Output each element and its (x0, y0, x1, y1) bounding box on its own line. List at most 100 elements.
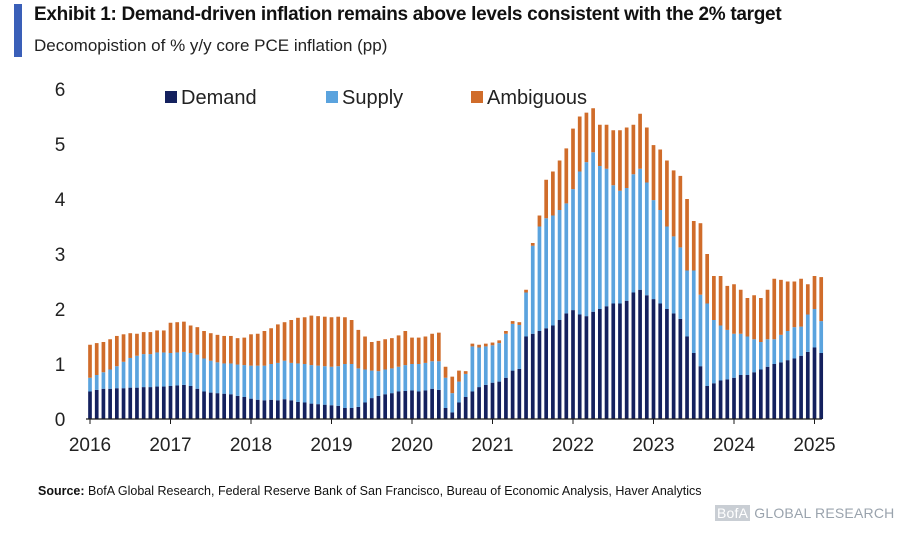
bar-supply-26 (262, 365, 267, 401)
bar-demand-19 (215, 393, 220, 419)
bar-ambiguous-57 (470, 343, 475, 347)
bar-ambiguous-49 (416, 337, 421, 364)
bar-ambiguous-32 (302, 317, 307, 364)
bar-ambiguous-26 (262, 331, 267, 366)
y-tick-label: 6 (55, 80, 66, 101)
bar-demand-20 (222, 393, 227, 419)
bar-supply-61 (497, 343, 502, 382)
x-tick-label: 2018 (230, 435, 272, 456)
x-tick-label: 2022 (552, 435, 594, 456)
bar-ambiguous-67 (537, 215, 542, 227)
bar-ambiguous-63 (510, 321, 515, 324)
bar-demand-90 (691, 353, 696, 419)
bar-supply-5 (121, 361, 126, 389)
bar-ambiguous-52 (436, 332, 441, 362)
bar-demand-100 (758, 369, 763, 419)
bar-supply-2 (101, 372, 106, 389)
bar-demand-30 (289, 400, 294, 419)
bar-supply-22 (235, 364, 240, 396)
bar-supply-17 (202, 358, 206, 392)
bar-ambiguous-104 (785, 281, 790, 331)
bar-demand-79 (618, 303, 622, 419)
bar-ambiguous-44 (383, 339, 388, 370)
bar-demand-96 (732, 377, 736, 419)
bar-supply-43 (376, 371, 381, 396)
bar-demand-40 (356, 406, 361, 419)
bar-ambiguous-86 (665, 160, 669, 227)
x-ticks-layer: 2016 2017 2018 2019 2020 2021 2022 2023 2024 2025 (69, 419, 836, 456)
bar-demand-53 (443, 408, 448, 419)
bar-demand-10 (155, 386, 159, 419)
bar-ambiguous-50 (423, 336, 428, 363)
bar-ambiguous-9 (148, 332, 153, 355)
bar-supply-94 (718, 325, 723, 381)
legend-label-ambiguous: Ambiguous (487, 87, 587, 109)
bar-demand-21 (229, 394, 233, 419)
legend-label-supply: Supply (342, 87, 403, 109)
bar-demand-11 (161, 386, 166, 419)
bar-demand-2 (101, 388, 106, 419)
bar-ambiguous-61 (497, 340, 502, 344)
bar-supply-35 (322, 366, 327, 405)
bar-demand-37 (336, 405, 341, 419)
bar-supply-51 (430, 361, 434, 389)
bar-supply-45 (390, 368, 394, 394)
bar-supply-33 (309, 365, 314, 404)
bar-ambiguous-74 (584, 112, 589, 163)
bar-supply-23 (242, 365, 247, 397)
y-tick-label: 5 (55, 135, 66, 156)
bar-ambiguous-35 (322, 316, 327, 367)
bar-ambiguous-97 (738, 289, 743, 334)
bar-supply-56 (463, 373, 468, 397)
bar-demand-45 (390, 393, 394, 419)
bar-ambiguous-11 (161, 330, 166, 353)
bar-ambiguous-13 (175, 322, 180, 353)
bar-ambiguous-23 (242, 337, 247, 366)
bar-ambiguous-27 (269, 328, 273, 364)
bar-supply-97 (738, 333, 743, 375)
bar-demand-48 (410, 390, 414, 419)
bar-demand-26 (262, 400, 267, 419)
bar-ambiguous-1 (94, 343, 99, 375)
source-label: Source: (38, 484, 85, 498)
bar-supply-71 (564, 203, 569, 314)
bar-ambiguous-22 (235, 338, 240, 365)
bar-supply-49 (416, 364, 421, 392)
bar-supply-38 (343, 364, 347, 408)
bar-ambiguous-96 (732, 284, 736, 334)
bar-ambiguous-42 (369, 342, 374, 371)
bar-demand-105 (792, 358, 797, 419)
bar-ambiguous-25 (255, 333, 260, 366)
bar-demand-29 (282, 399, 287, 419)
bar-supply-83 (644, 182, 649, 296)
bar-demand-35 (322, 404, 327, 419)
bar-ambiguous-30 (289, 320, 294, 363)
bar-demand-9 (148, 387, 153, 419)
bar-ambiguous-40 (356, 329, 361, 369)
bar-demand-55 (457, 402, 461, 419)
bar-supply-79 (618, 190, 622, 304)
bar-ambiguous-72 (571, 128, 575, 190)
bar-supply-27 (269, 364, 273, 400)
bar-ambiguous-59 (483, 343, 488, 347)
bar-ambiguous-14 (182, 321, 186, 352)
bar-demand-66 (530, 333, 535, 419)
x-tick-label: 2020 (391, 435, 433, 456)
bar-supply-24 (249, 365, 253, 399)
bar-supply-87 (671, 236, 676, 314)
bar-demand-108 (812, 347, 817, 419)
bar-ambiguous-29 (282, 322, 287, 361)
bar-supply-14 (182, 351, 186, 385)
bar-ambiguous-91 (698, 223, 703, 295)
bar-supply-66 (530, 245, 535, 334)
bar-demand-91 (698, 366, 703, 419)
bar-demand-56 (463, 397, 468, 419)
bar-demand-13 (175, 385, 180, 419)
bar-supply-64 (517, 324, 522, 369)
bar-supply-81 (631, 174, 636, 293)
bar-demand-57 (470, 391, 475, 419)
bar-ambiguous-19 (215, 334, 220, 363)
bar-supply-80 (624, 188, 629, 301)
bar-ambiguous-106 (799, 278, 803, 327)
bar-supply-9 (148, 354, 153, 388)
